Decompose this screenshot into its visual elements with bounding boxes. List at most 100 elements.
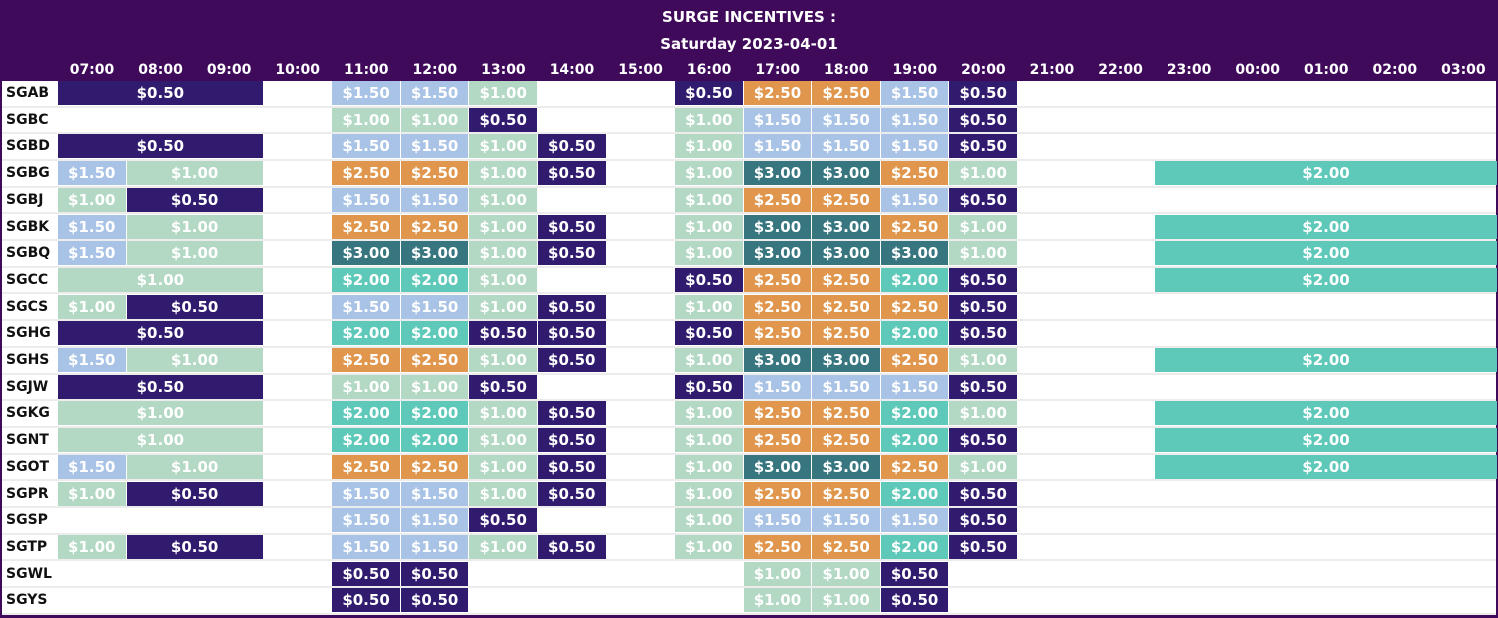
incentive-cell: $2.00 <box>400 401 469 426</box>
incentive-cell: $2.50 <box>332 348 400 372</box>
incentive-cell: $1.50 <box>400 187 469 212</box>
incentive-cell: $2.50 <box>880 161 949 186</box>
station-label: SGHG <box>6 325 51 342</box>
incentive-cell: $1.50 <box>743 107 812 132</box>
station-label: SGBG <box>6 165 50 182</box>
hour-header: 11:00 <box>343 62 389 78</box>
incentive-cell: $1.50 <box>880 374 949 399</box>
incentive-cell: $1.00 <box>743 588 812 613</box>
incentive-cell: $1.50 <box>880 81 949 105</box>
incentive-cell: $2.50 <box>743 81 812 105</box>
incentive-cell: $2.50 <box>812 294 880 319</box>
incentive-cell: $2.00 <box>1155 401 1497 426</box>
incentive-cell: $3.00 <box>743 214 812 239</box>
incentive-cell: $1.50 <box>332 294 400 319</box>
hour-header: 19:00 <box>892 62 938 78</box>
page-subtitle: Saturday 2023-04-01 <box>660 35 838 53</box>
incentive-cell: $3.00 <box>812 214 880 239</box>
incentive-cell: $0.50 <box>949 534 1017 559</box>
incentive-cell: $1.00 <box>812 561 880 586</box>
incentive-cell: $1.00 <box>58 187 126 212</box>
incentive-cell: $1.00 <box>469 241 537 266</box>
incentive-cell: $0.50 <box>332 588 400 613</box>
incentive-cell: $1.50 <box>400 294 469 319</box>
incentive-cell: $2.00 <box>1155 214 1497 239</box>
hour-header: 00:00 <box>1235 62 1280 78</box>
incentive-cell: $0.50 <box>949 134 1017 159</box>
incentive-cell: $0.50 <box>949 321 1017 346</box>
incentive-cell: $2.00 <box>332 267 400 292</box>
row-divider <box>2 212 1496 215</box>
incentive-cell: $1.00 <box>58 481 126 506</box>
incentive-cell: $0.50 <box>537 241 606 266</box>
incentive-cell: $1.50 <box>880 187 949 212</box>
station-label: SGKG <box>6 405 50 422</box>
incentive-cell: $0.50 <box>949 81 1017 105</box>
station-label: SGAB <box>6 85 50 101</box>
incentive-cell: $1.00 <box>469 534 537 559</box>
incentive-cell: $0.50 <box>949 428 1017 453</box>
incentive-cell: $2.00 <box>1155 241 1497 266</box>
incentive-cell: $2.00 <box>880 401 949 426</box>
incentive-cell: $2.00 <box>1155 161 1497 186</box>
incentive-cell: $0.50 <box>537 214 606 239</box>
station-label: SGTP <box>6 538 48 555</box>
incentive-cell: $1.50 <box>400 534 469 559</box>
incentive-cell: $3.00 <box>743 348 812 372</box>
incentive-grid: SGAB $0.50 $1.50 $1.50 $1.00 $0.50 $2.50 $2.50 $… <box>2 81 1497 615</box>
incentive-cell: $2.00 <box>880 534 949 559</box>
incentive-cell: $2.50 <box>812 481 880 506</box>
station-label: SGJW <box>6 378 49 395</box>
incentive-cell: $2.50 <box>880 214 949 239</box>
incentive-cell: $1.00 <box>675 481 743 506</box>
incentive-cell: $1.00 <box>949 241 1017 266</box>
incentive-cell: $2.50 <box>812 81 880 105</box>
incentive-cell: $0.50 <box>469 321 537 346</box>
incentive-cell: $2.50 <box>812 534 880 559</box>
row-divider <box>2 425 1496 428</box>
incentive-cell: $2.50 <box>332 161 400 186</box>
incentive-cell: $1.00 <box>675 134 743 159</box>
incentive-cell: $1.00 <box>949 348 1017 372</box>
station-label: SGOT <box>6 458 50 475</box>
hour-header: 18:00 <box>823 62 869 78</box>
row-divider <box>2 345 1496 348</box>
incentive-cell: $0.50 <box>126 294 263 319</box>
incentive-cell: $0.50 <box>469 107 537 132</box>
incentive-cell: $1.00 <box>675 107 743 132</box>
incentive-cell: $1.50 <box>743 134 812 159</box>
incentive-cell: $0.50 <box>537 401 606 426</box>
incentive-cell: $0.50 <box>469 374 537 399</box>
station-label: SGBK <box>6 218 50 235</box>
incentive-cell: $1.50 <box>400 481 469 506</box>
incentive-cell: $3.00 <box>812 241 880 266</box>
incentive-cell: $1.00 <box>743 561 812 586</box>
incentive-cell: $1.50 <box>58 214 126 239</box>
incentive-cell: $1.00 <box>675 161 743 186</box>
incentive-cell: $3.00 <box>743 241 812 266</box>
incentive-cell: $1.00 <box>675 348 743 372</box>
hour-header: 02:00 <box>1372 62 1418 78</box>
incentive-cell: $0.50 <box>949 294 1017 319</box>
incentive-cell: $1.50 <box>332 508 400 533</box>
incentive-cell: $1.50 <box>812 508 880 533</box>
hour-header: 10:00 <box>275 62 320 78</box>
station-label: SGNT <box>6 432 49 449</box>
incentive-cell: $1.00 <box>126 241 263 266</box>
incentive-cell: $1.00 <box>58 428 263 453</box>
incentive-cell: $2.00 <box>332 321 400 346</box>
row-divider <box>2 559 1496 562</box>
incentive-cell: $1.00 <box>58 534 126 559</box>
incentive-cell: $1.00 <box>469 267 537 292</box>
incentive-cell: $2.00 <box>1155 267 1497 292</box>
incentive-cell: $2.00 <box>332 428 400 453</box>
incentive-cell: $2.50 <box>743 401 812 426</box>
incentive-cell: $0.50 <box>675 374 743 399</box>
row-divider <box>2 319 1496 322</box>
incentive-cell: $2.50 <box>812 401 880 426</box>
incentive-cell: $1.00 <box>126 454 263 479</box>
incentive-cell: $1.00 <box>126 161 263 186</box>
incentive-cell: $1.50 <box>743 508 812 533</box>
incentive-cell: $1.50 <box>812 374 880 399</box>
hour-header: 17:00 <box>755 62 800 78</box>
